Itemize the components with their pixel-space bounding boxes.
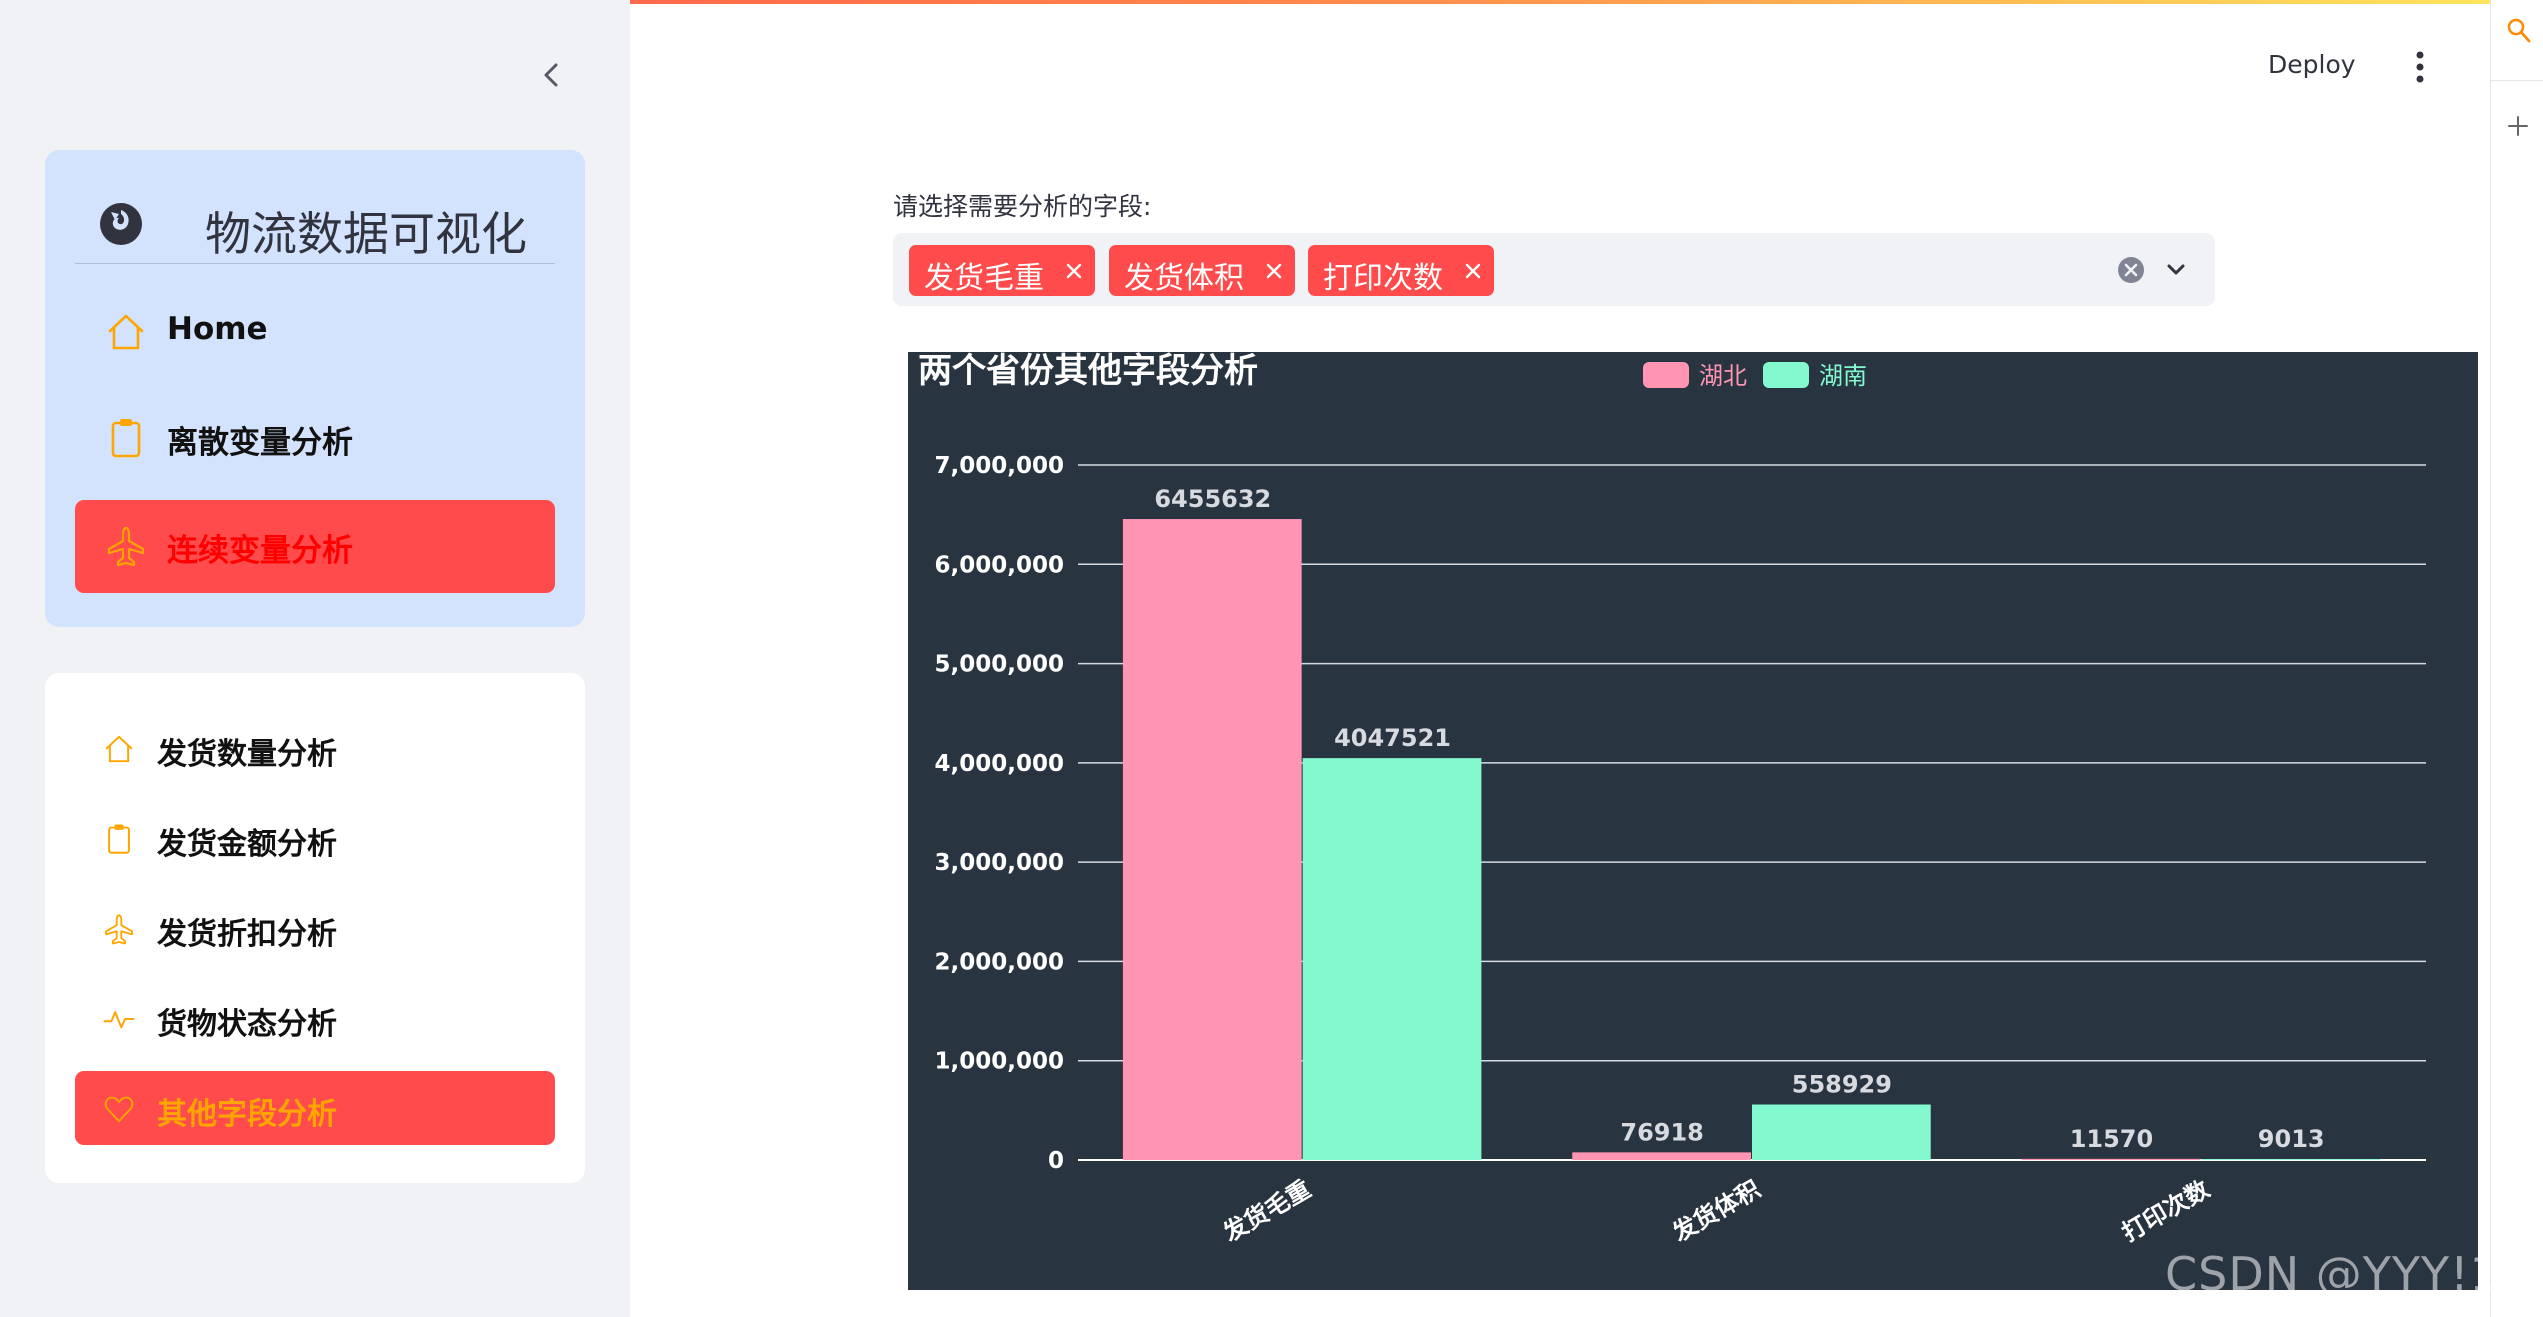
bar-chart: 0 1,000,000 2,000,000 3,000,000 4,000,000 5,0…	[908, 352, 2478, 1290]
y-tick-label: 2,000,000	[935, 949, 1065, 975]
legend-swatch	[1643, 362, 1689, 388]
data-label: 76918	[1620, 1118, 1704, 1146]
legend-label: 湖南	[1819, 362, 1867, 390]
option-menu-sub: 发货数量分析 发货金额分析 发货折扣分析 货物状态分析 其他字段分析	[45, 673, 585, 1183]
chart-canvas: 0 1,000,000 2,000,000 3,000,000 4,000,000 5,0…	[918, 352, 2426, 1248]
nav-item-label: 货物状态分析	[157, 1007, 337, 1042]
nav-item-label: 其他字段分析	[157, 1097, 337, 1132]
x-tick-label: 打印次数	[2117, 1174, 2215, 1247]
x-tick-label: 发货体积	[1667, 1175, 1765, 1248]
nav-item-discrete-analysis[interactable]: 离散变量分析	[75, 392, 555, 485]
bar	[2201, 1159, 2381, 1160]
chart-title: 两个省份其他字段分析	[918, 352, 1258, 391]
house-icon	[108, 314, 144, 350]
activity-icon	[103, 1011, 135, 1029]
field-multiselect[interactable]: 发货毛重 发货体积 打印次数	[893, 233, 2215, 306]
y-tick-label: 6,000,000	[935, 552, 1065, 578]
right-toolbar	[2490, 0, 2543, 1317]
watermark: CSDN @YYY!123	[2165, 1247, 2543, 1301]
clipboard-icon	[108, 824, 130, 854]
toolbar-divider	[2491, 80, 2543, 81]
nav-item-cargo-status[interactable]: 货物状态分析	[75, 981, 555, 1055]
x-tick-label: 发货毛重	[1218, 1175, 1316, 1248]
close-icon[interactable]	[1265, 262, 1283, 280]
selected-chip: 发货体积	[1109, 245, 1295, 296]
y-tick-label: 1,000,000	[935, 1049, 1065, 1075]
data-label: 11570	[2070, 1125, 2154, 1153]
heart-icon	[104, 1096, 134, 1123]
chip-label: 发货体积	[1124, 261, 1244, 296]
y-tick-label: 3,000,000	[935, 850, 1065, 876]
airplane-icon	[105, 914, 133, 945]
nav-item-home[interactable]: Home	[75, 286, 555, 379]
legend-label: 湖北	[1699, 362, 1747, 390]
chip-label: 打印次数	[1323, 261, 1443, 296]
data-label: 6455632	[1154, 485, 1271, 513]
nav-item-shipment-amount[interactable]: 发货金额分析	[75, 801, 555, 875]
nav-item-label: 连续变量分析	[167, 533, 353, 569]
option-menu-main: 物流数据可视化 Home 离散变量分析 连续变量分析	[45, 150, 585, 627]
y-tick-label: 5,000,000	[935, 652, 1065, 678]
logo-icon	[100, 203, 142, 245]
bar	[1752, 1104, 1931, 1160]
chevron-left-icon	[544, 63, 558, 87]
clear-icon	[2118, 257, 2144, 283]
airplane-icon	[107, 526, 145, 567]
search-button[interactable]	[2505, 16, 2533, 46]
bar	[1572, 1152, 1751, 1160]
dropdown-toggle[interactable]	[2161, 255, 2191, 285]
nav-item-continuous-analysis[interactable]: 连续变量分析	[75, 500, 555, 593]
house-icon	[105, 735, 133, 763]
nav-item-label: 发货数量分析	[157, 737, 337, 772]
nav-item-shipment-discount[interactable]: 发货折扣分析	[75, 891, 555, 965]
clear-selection-button[interactable]	[2117, 256, 2145, 284]
close-icon[interactable]	[1065, 262, 1083, 280]
y-tick-label: 0	[1048, 1148, 1064, 1174]
top-decoration-bar	[0, 0, 2490, 4]
main-menu-button[interactable]	[2400, 45, 2440, 89]
close-icon[interactable]	[1464, 262, 1482, 280]
chevron-down-icon	[2167, 264, 2185, 275]
collapse-sidebar-button[interactable]	[532, 55, 572, 95]
plus-icon	[2508, 116, 2528, 136]
kebab-menu-icon	[2416, 51, 2424, 83]
data-label: 9013	[2258, 1125, 2325, 1153]
sidebar: 物流数据可视化 Home 离散变量分析 连续变量分析	[0, 0, 630, 1317]
nav-item-label: Home	[167, 311, 268, 347]
y-tick-label: 4,000,000	[935, 751, 1065, 777]
selected-chip: 打印次数	[1308, 245, 1494, 296]
nav-item-label: 发货折扣分析	[157, 917, 337, 952]
bar	[1302, 758, 1482, 1160]
chip-label: 发货毛重	[924, 261, 1044, 296]
nav-item-label: 离散变量分析	[167, 425, 353, 461]
menu-header: 物流数据可视化	[75, 178, 555, 264]
deploy-button[interactable]: Deploy	[2268, 50, 2356, 79]
selected-chip: 发货毛重	[909, 245, 1095, 296]
nav-item-other-fields[interactable]: 其他字段分析	[75, 1071, 555, 1145]
data-label: 4047521	[1334, 724, 1451, 752]
field-select-label: 请选择需要分析的字段:	[893, 192, 1152, 221]
search-icon	[2507, 18, 2531, 43]
y-tick-label: 7,000,000	[935, 453, 1065, 479]
legend-swatch	[1763, 362, 1809, 388]
nav-item-shipment-quantity[interactable]: 发货数量分析	[75, 711, 555, 785]
nav-item-label: 发货金额分析	[157, 827, 337, 862]
data-label: 558929	[1792, 1071, 1892, 1099]
clipboard-icon	[111, 419, 141, 458]
bar	[2021, 1158, 2201, 1160]
add-button[interactable]	[2504, 112, 2532, 140]
bar	[1122, 519, 1302, 1160]
menu-title: 物流数据可视化	[205, 207, 527, 261]
